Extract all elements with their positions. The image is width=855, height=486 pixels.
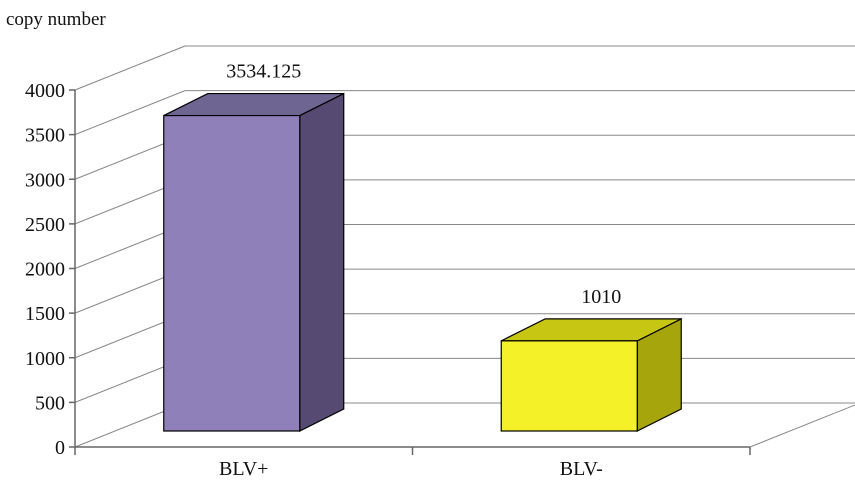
floor-right-edge bbox=[749, 404, 855, 448]
y-tick-label: 1000 bbox=[25, 348, 65, 370]
labels: 0 500 1000 1500 2000 2500 3000 3500 4000 3534.125… bbox=[25, 61, 621, 480]
y-tick-label: 1500 bbox=[25, 303, 65, 325]
y-tick-label: 500 bbox=[35, 392, 65, 414]
y-tick-label: 4000 bbox=[25, 80, 65, 102]
bar-BLV+ bbox=[163, 114, 301, 432]
x-tick-label: BLV- bbox=[560, 458, 603, 480]
axes bbox=[69, 89, 751, 455]
gridline-side bbox=[74, 90, 186, 136]
x-tick-label: BLV+ bbox=[219, 458, 268, 480]
data-label: 3534.125 bbox=[226, 61, 301, 83]
bars bbox=[163, 92, 682, 432]
gridline-side bbox=[74, 45, 186, 91]
bar-BLV- bbox=[500, 340, 638, 432]
y-tick-label: 0 bbox=[55, 437, 65, 459]
y-axis-title: copy number bbox=[6, 9, 106, 30]
y-tick-label: 2000 bbox=[25, 259, 65, 281]
y-tick-label: 3500 bbox=[25, 125, 65, 147]
data-label: 1010 bbox=[581, 286, 621, 308]
bar-side-BLV+ bbox=[299, 92, 345, 432]
y-tick-label: 3000 bbox=[25, 169, 65, 191]
y-tick-label: 2500 bbox=[25, 214, 65, 236]
